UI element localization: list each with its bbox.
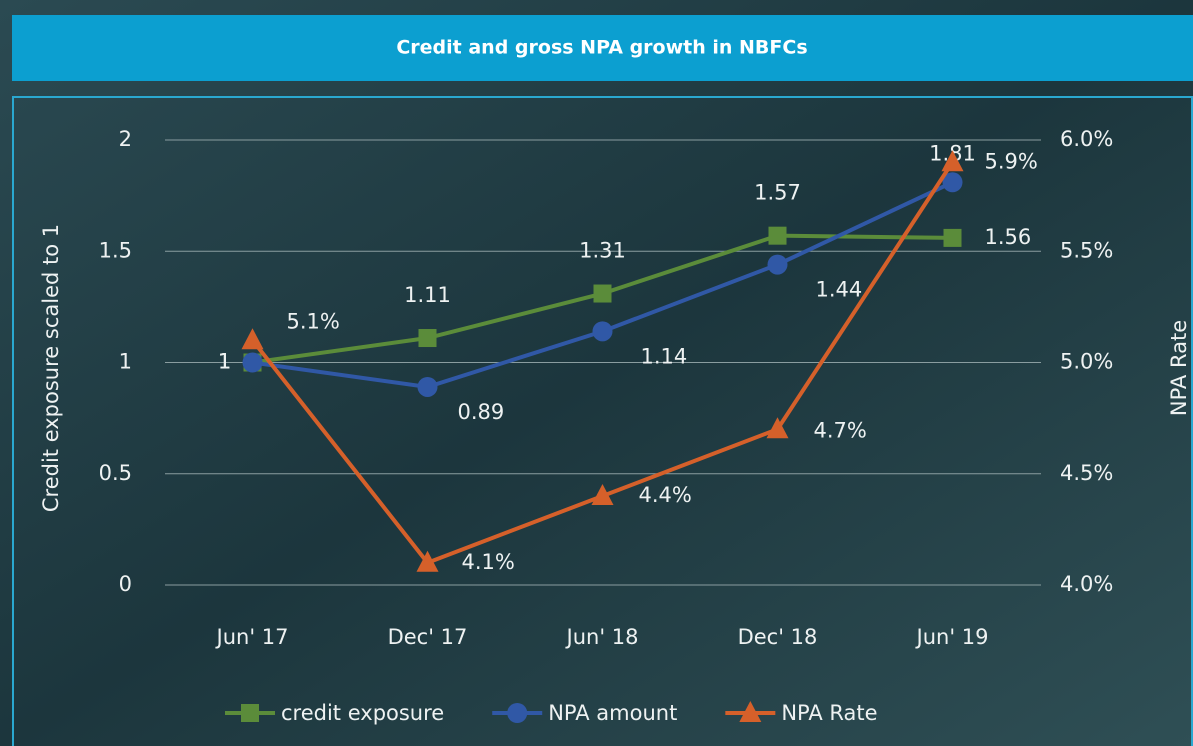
data-label: 1.57: [754, 181, 801, 205]
y-tick-label: 1.5: [99, 238, 132, 262]
x-tick-label: Jun' 18: [565, 625, 639, 649]
x-tick-label: Jun' 17: [215, 625, 289, 649]
data-label: 1.14: [641, 344, 688, 368]
x-tick-label: Dec' 17: [388, 625, 468, 649]
y-tick-label: 0.5: [99, 461, 132, 485]
marker: [241, 328, 264, 350]
data-label: 1.31: [579, 239, 626, 263]
x-tick-label: Jun' 19: [915, 625, 989, 649]
marker: [416, 550, 439, 572]
frame: [12, 96, 1193, 746]
marker: [418, 329, 437, 348]
marker: [507, 703, 528, 723]
y2-tick-label: 4.5%: [1060, 461, 1113, 485]
data-label: 4.1%: [462, 550, 515, 574]
marker: [593, 284, 612, 303]
marker: [941, 150, 964, 172]
data-label: 1.11: [404, 283, 451, 307]
legend-label: credit exposure: [281, 701, 444, 725]
y2-axis-title: NPA Rate: [1167, 320, 1191, 416]
marker: [943, 228, 962, 247]
marker: [768, 226, 787, 245]
data-label: 1.56: [985, 225, 1032, 249]
data-label: 4.7%: [814, 418, 867, 442]
marker: [766, 417, 789, 439]
marker: [417, 376, 438, 397]
legend-label: NPA amount: [548, 701, 677, 725]
data-label: 0.89: [458, 400, 505, 424]
marker: [767, 254, 788, 275]
legend-label: NPA Rate: [781, 701, 877, 725]
y-axis-title: Credit exposure scaled to 1: [39, 224, 63, 512]
y2-tick-label: 5.5%: [1060, 238, 1113, 262]
data-label: 5.9%: [985, 149, 1038, 173]
marker: [942, 172, 963, 193]
y-tick-label: 2: [119, 127, 132, 151]
chart-title: Credit and gross NPA growth in NBFCs: [396, 37, 807, 59]
marker: [242, 352, 263, 373]
data-label: 1: [218, 350, 231, 374]
marker: [241, 704, 259, 722]
y2-tick-label: 4.0%: [1060, 572, 1113, 596]
marker: [591, 484, 614, 505]
y2-tick-label: 5.0%: [1060, 350, 1113, 374]
x-tick-label: Dec' 18: [738, 625, 818, 649]
marker: [739, 701, 762, 722]
marker: [592, 321, 613, 342]
data-label: 5.1%: [287, 309, 340, 333]
y-tick-label: 0: [119, 572, 132, 596]
y-tick-label: 1: [119, 350, 132, 374]
data-label: 1.44: [816, 278, 863, 302]
data-label: 1: [218, 350, 231, 374]
data-label: 4.4%: [639, 483, 692, 507]
title-banner: [12, 15, 1193, 81]
y2-tick-label: 6.0%: [1060, 127, 1113, 151]
